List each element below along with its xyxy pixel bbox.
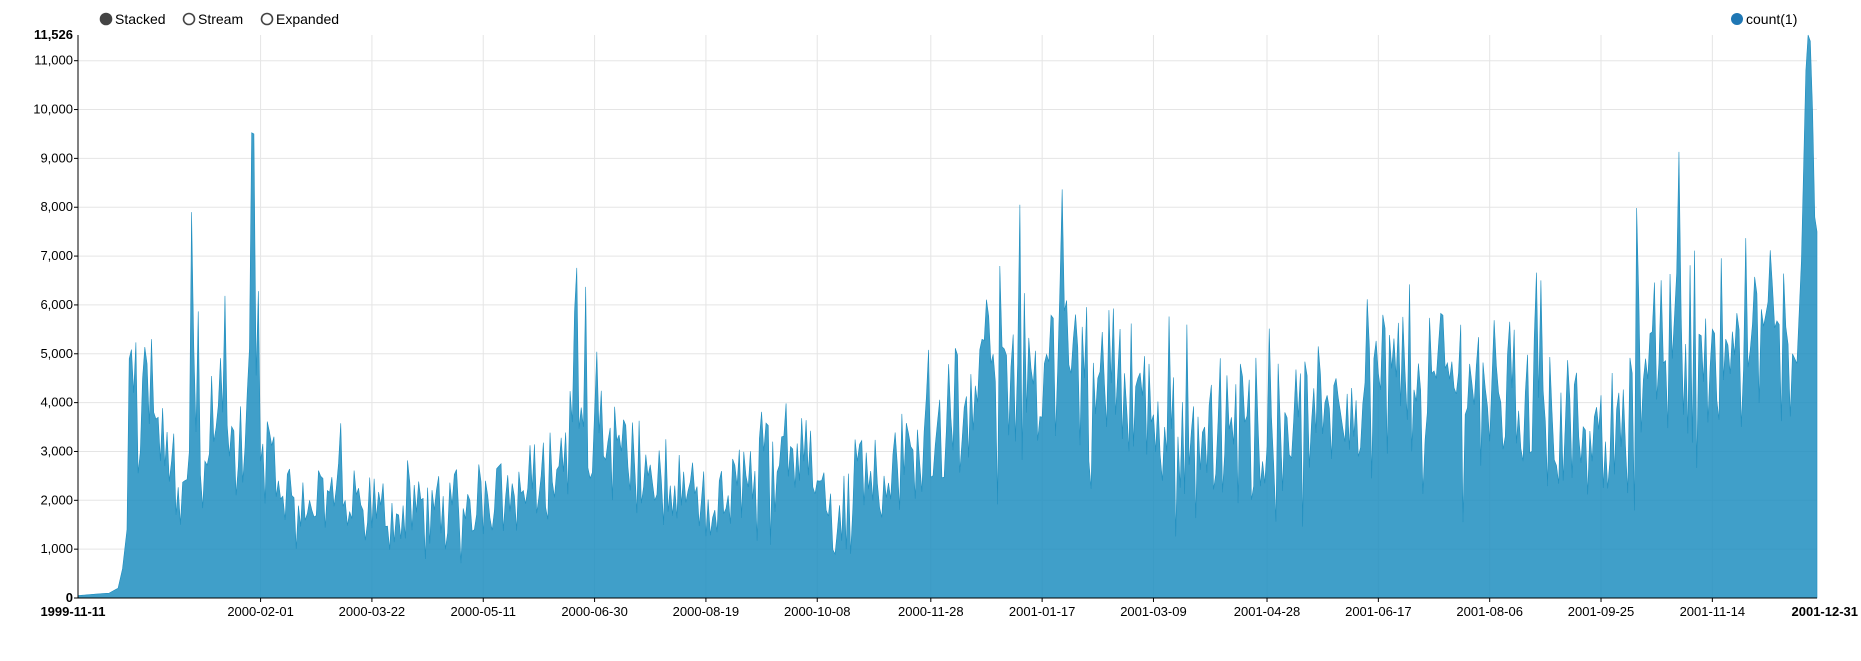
y-tick-label: 0 [66, 590, 73, 605]
x-tick-label: 2001-08-06 [1456, 604, 1523, 619]
y-tick-label: 3,000 [40, 443, 73, 458]
mode-stacked-radio[interactable]: Stacked [99, 11, 166, 27]
y-tick-label: 5,000 [40, 346, 73, 361]
y-tick-label: 6,000 [40, 297, 73, 312]
x-tick-label: 2000-11-28 [898, 604, 964, 619]
mode-stream-label: Stream [198, 11, 243, 27]
y-tick-label: 1,000 [40, 541, 73, 556]
x-tick-label: 2001-09-25 [1568, 604, 1635, 619]
axes [77, 35, 1817, 599]
x-tick-label: 2001-06-17 [1345, 604, 1412, 619]
y-tick-label: 4,000 [40, 395, 73, 410]
x-tick-label: 2001-03-09 [1120, 604, 1187, 619]
series-area-count [77, 34, 1818, 599]
x-tick-label: 2000-02-01 [227, 604, 294, 619]
y-tick-label: 9,000 [40, 150, 73, 165]
x-tick-label: 2000-10-08 [784, 604, 851, 619]
x-tick-label: 2000-06-30 [561, 604, 628, 619]
x-tick-label: 2000-03-22 [339, 604, 406, 619]
y-tick-label: 7,000 [40, 248, 73, 263]
y-tick-label: 10,000 [33, 102, 73, 117]
x-end-label: 2001-12-31 [1792, 604, 1859, 619]
x-tick-label: 2000-05-11 [450, 604, 516, 619]
y-tick-label: 11,000 [34, 53, 73, 68]
y-axis-ticks: 0 1,000 2,000 3,000 4,000 5,000 6,000 7,000 8,00… [33, 27, 78, 605]
mode-stream-radio[interactable]: Stream [182, 11, 244, 27]
y-max-label: 11,526 [34, 27, 73, 42]
legend: Stacked Stream Expanded count(1) [99, 11, 1797, 27]
x-tick-label: 2001-04-28 [1234, 604, 1301, 619]
mode-expanded-label: Expanded [276, 11, 339, 27]
mode-stacked-label: Stacked [115, 11, 166, 27]
x-tick-label: 2001-01-17 [1009, 604, 1076, 619]
x-tick-label: 2001-11-14 [1680, 604, 1746, 619]
mode-expanded-radio[interactable]: Expanded [260, 11, 340, 27]
series-legend-label: count(1) [1746, 11, 1797, 27]
x-start-label: 1999-11-11 [40, 604, 105, 619]
y-tick-label: 2,000 [40, 492, 73, 507]
plot-area [77, 34, 1818, 599]
x-axis-ticks: 1999-11-11 2000-02-01 2000-03-22 2000-05-11… [40, 598, 1858, 619]
y-tick-label: 8,000 [40, 199, 73, 214]
series-legend-item[interactable]: count(1) [1731, 11, 1797, 27]
x-tick-label: 2000-08-19 [673, 604, 740, 619]
